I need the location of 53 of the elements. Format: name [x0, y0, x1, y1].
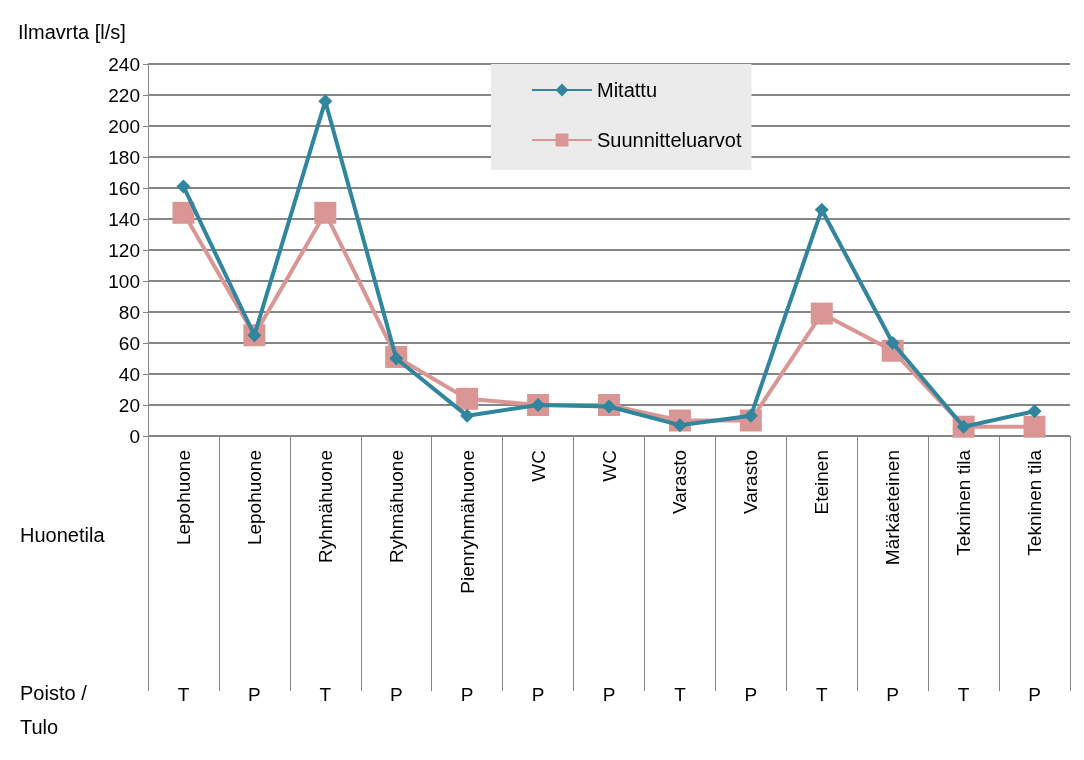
y-tick-label: 220: [108, 84, 140, 106]
y-tick-label: 100: [108, 270, 140, 292]
y-tick-label: 240: [108, 53, 140, 75]
x-tick-label: Ryhmähuone: [314, 450, 336, 564]
text: P: [602, 683, 616, 705]
point: [1027, 404, 1042, 419]
y-tick-label: 40: [118, 363, 140, 385]
text: T: [319, 683, 332, 705]
point: [814, 202, 829, 217]
point: [176, 179, 191, 194]
text: P: [248, 683, 261, 705]
y-tick-label: 120: [108, 239, 140, 261]
x-tick-label: WC: [527, 450, 549, 482]
text: T: [674, 683, 687, 705]
y-tick-label: 60: [118, 332, 140, 354]
y-axis-title: Ilmavrta [l/s]: [18, 21, 126, 43]
point: [314, 201, 337, 224]
text: P: [886, 683, 900, 705]
x-tick-label: Ryhmähuone: [385, 450, 407, 564]
point: [456, 387, 479, 410]
text: P: [1028, 683, 1041, 705]
text: P: [531, 683, 545, 705]
text: T: [815, 683, 828, 705]
x-tick-label: Lepohuone: [172, 450, 194, 546]
x-tick-label: Varasto: [740, 450, 762, 515]
y-tick-label: 140: [108, 208, 140, 230]
text: T: [177, 683, 190, 705]
x-tick-label: Tekninen tila: [1024, 449, 1046, 556]
y-tick-label: 160: [108, 177, 140, 199]
y-tick-label: 0: [129, 425, 140, 447]
x-tick-label: Varasto: [669, 450, 691, 515]
legend-label: Mitattu: [597, 79, 658, 101]
x-tick-label: Lepohuone: [243, 450, 265, 546]
legend-label: Suunnitteluarvot: [597, 129, 742, 151]
text: P: [744, 683, 758, 705]
text: Huonetila: [20, 524, 106, 546]
point: [1023, 415, 1046, 438]
y-tick-label: 20: [118, 394, 140, 416]
x-tick-label: WC: [598, 450, 620, 482]
x-tick-label: Eteinen: [811, 450, 833, 515]
y-tick-label: 80: [118, 301, 140, 323]
text: Poisto / Tulo: [20, 682, 88, 738]
text: P: [460, 683, 474, 705]
y-tick-label: 180: [108, 146, 140, 168]
text: P: [389, 683, 403, 705]
x-tick-label: Märkäeteinen: [882, 450, 904, 566]
point: [460, 408, 475, 423]
text: T: [957, 683, 970, 705]
point: [172, 201, 195, 224]
point: [810, 302, 833, 325]
x-tick-label: Tekninen tila: [953, 449, 975, 556]
x-tick-label: Pienryhmähuone: [456, 450, 478, 594]
y-tick-label: 200: [108, 115, 140, 137]
